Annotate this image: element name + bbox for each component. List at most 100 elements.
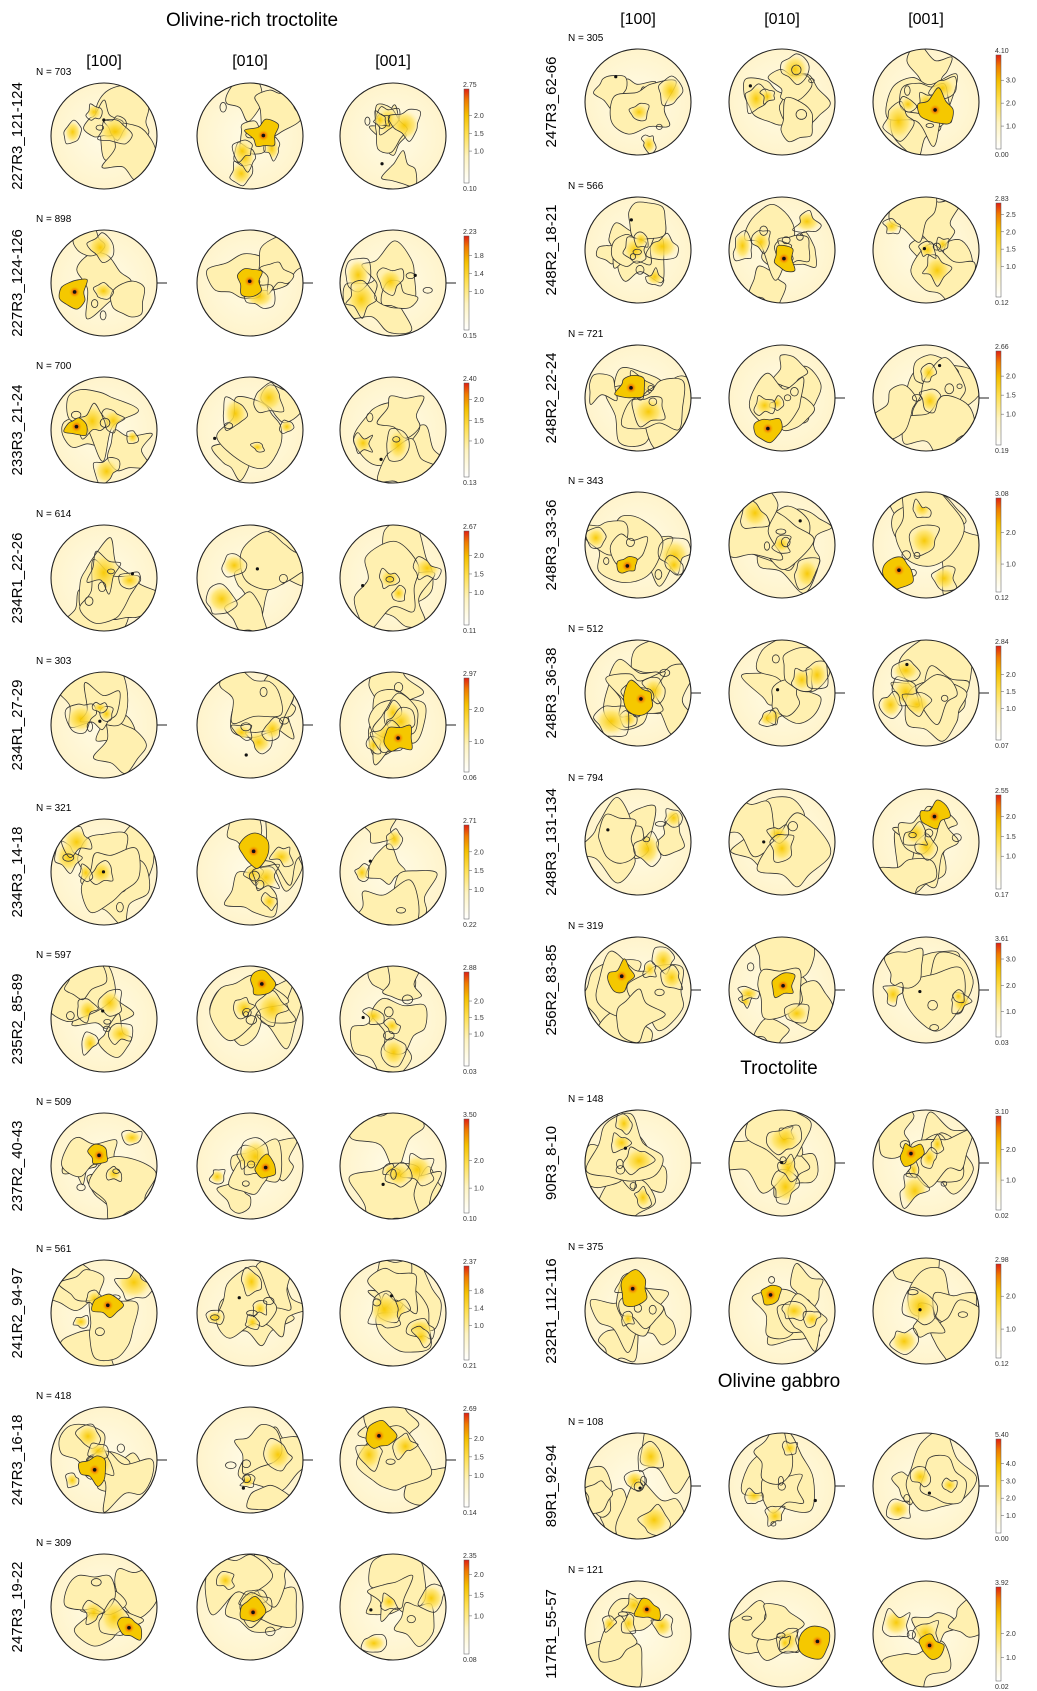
sample-row: 248R3_33-36 N = 343 3.08 0.12 2.0 1.0: [543, 476, 1016, 602]
density-contour: [615, 1165, 626, 1175]
scale-max-label: 2.84: [995, 639, 1009, 646]
sample-row: 232R1_112-116 N = 375 2.98 0.12 2.0 1.0: [543, 1242, 1016, 1368]
density-contour: [629, 1182, 637, 1190]
density-contour: [382, 966, 423, 1001]
density-contour: [118, 571, 142, 590]
density-contour: [95, 124, 105, 131]
density-contour: [759, 225, 768, 236]
scale-max-label: 2.69: [463, 1406, 477, 1413]
net-001: [872, 1580, 980, 1688]
scale-min-label: 0.03: [995, 1040, 1009, 1047]
scale-tick-label: 2.0: [1006, 101, 1016, 108]
density-contour: [930, 565, 958, 592]
net-outline: [196, 1112, 304, 1220]
scale-max-label: 2.67: [463, 524, 477, 531]
density-contour: [645, 267, 665, 287]
max-density-point: [815, 1639, 820, 1644]
scale-min-label: 0.13: [463, 480, 477, 487]
density-contour: [417, 1583, 445, 1613]
max-density-point: [766, 426, 770, 431]
density-contour: [771, 534, 792, 554]
net-outline: [339, 1112, 447, 1220]
net-100: [50, 1112, 158, 1220]
density-contour: [230, 724, 253, 741]
density-contour: [593, 705, 630, 737]
density-contour: [929, 1024, 940, 1031]
density-contour: [780, 96, 814, 143]
density-contour: [250, 441, 265, 453]
net-outline: [339, 818, 447, 926]
sample-label: 247R3_19-22: [9, 1562, 26, 1653]
density-contour: [648, 397, 658, 406]
net-010: [196, 376, 304, 484]
section-title-olivine-rich-troctolite: Olivine-rich troctolite: [166, 10, 338, 31]
density-contour: [944, 383, 955, 395]
net-outline: [872, 48, 980, 156]
sample-label: 248R3_36-38: [543, 648, 560, 739]
net-outline: [872, 196, 980, 304]
net-010: [196, 229, 304, 337]
sample-label: 248R2_22-24: [543, 353, 560, 444]
net-outline: [584, 1580, 692, 1688]
max-density-point: [933, 108, 937, 112]
density-contour: [208, 1169, 226, 1185]
color-scale-gradient: [463, 1265, 470, 1361]
density-contour: [112, 1168, 121, 1174]
sample-label: 232R1_112-116: [543, 1258, 560, 1363]
net-010: [196, 1112, 304, 1220]
net-outline: [339, 524, 447, 632]
net-010: [196, 671, 304, 779]
sample-label: 248R3_131-134: [543, 788, 560, 896]
density-contour: [781, 1440, 799, 1456]
max-density-point: [130, 572, 135, 576]
net-outline: [196, 524, 304, 632]
density-contour: [82, 1599, 106, 1625]
max-density-point: [102, 118, 106, 122]
max-density-point: [380, 162, 384, 166]
net-outline: [728, 196, 836, 304]
net-100: [584, 936, 692, 1044]
scale-min-label: 0.02: [995, 1213, 1009, 1220]
net-001: [339, 229, 447, 337]
sample-row: 90R3_8-10 N = 148 3.10 0.02 2.0 1.0: [543, 1094, 1016, 1220]
density-contour: [764, 1505, 786, 1527]
sample-row: 248R2_22-24 N = 721 2.66 0.19 2.0 1.5 1.0: [543, 329, 1016, 455]
net-100: [584, 1580, 692, 1688]
scale-max-label: 2.23: [463, 229, 477, 236]
scale-min-label: 0.10: [463, 186, 477, 193]
density-contour: [412, 556, 442, 581]
net-001: [872, 344, 980, 452]
density-contour: [918, 240, 937, 259]
density-contour: [380, 1037, 407, 1068]
section-title-olivine-gabbro: Olivine gabbro: [718, 1371, 841, 1392]
density-contour: [116, 1443, 125, 1453]
density-contour: [387, 108, 422, 142]
grain-count-label: N = 566: [568, 181, 604, 192]
sample-row: 234R1_27-29 N = 303 2.97 0.06 2.0 1.0: [9, 656, 484, 782]
density-contour: [97, 988, 123, 1017]
color-scale-bar: 2.97 0.06 2.0 1.0: [463, 671, 484, 782]
density-contour: [99, 417, 111, 428]
scale-max-label: 2.35: [463, 1553, 477, 1560]
color-scale-gradient: [463, 382, 470, 478]
net-outline: [584, 196, 692, 304]
net-010: [728, 1432, 836, 1540]
density-contour: [777, 1482, 786, 1491]
density-contour: [632, 248, 642, 256]
scale-tick-label: 1.5: [1006, 247, 1016, 254]
max-density-point: [780, 1160, 784, 1165]
net-010: [728, 936, 836, 1044]
scale-max-label: 2.97: [463, 671, 477, 678]
max-density-point: [606, 828, 610, 832]
density-contour: [126, 430, 139, 445]
sample-label: 248R2_18-21: [543, 205, 560, 296]
net-outline: [872, 491, 980, 599]
net-outline: [196, 376, 304, 484]
net-010: [196, 82, 304, 190]
scale-max-label: 2.83: [995, 196, 1009, 203]
density-contour: [878, 690, 903, 719]
scale-tick-label: 2.0: [1006, 1496, 1016, 1503]
density-contour: [261, 716, 284, 742]
scale-min-label: 0.14: [463, 1510, 477, 1517]
density-contour: [263, 135, 281, 162]
